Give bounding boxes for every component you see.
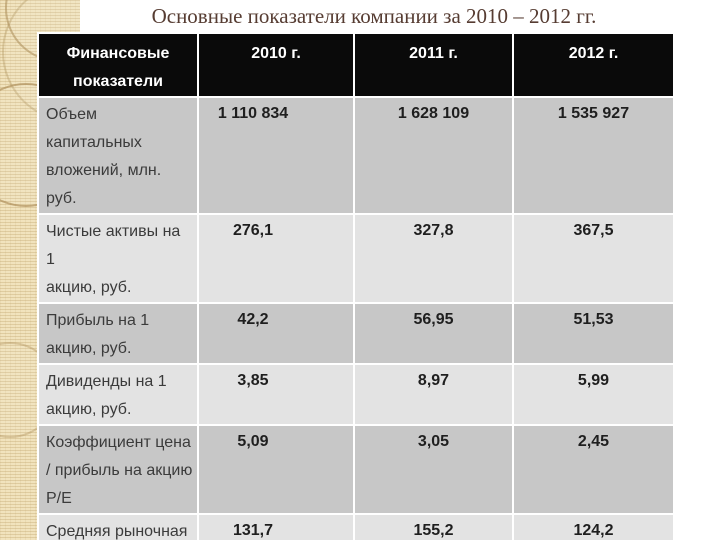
value-cell-2012: 2,45 bbox=[512, 424, 675, 515]
table-row: Средняя рыночная капитализация, млрд. до… bbox=[37, 513, 675, 540]
indicators-table: Финансовые показатели 2010 г. 2011 г. 20… bbox=[37, 32, 675, 540]
value-cell-2010: 3,85 bbox=[197, 363, 355, 426]
row-label: Объем капитальных вложений, млн. руб. bbox=[37, 96, 199, 215]
value-cell-2011: 327,8 bbox=[353, 213, 514, 304]
value-cell-2012: 124,2 bbox=[512, 513, 675, 540]
slide-title: Основные показатели компании за 2010 – 2… bbox=[151, 4, 597, 28]
table-row: Чистые активы на 1 акцию, руб. 276,1 327… bbox=[37, 213, 675, 304]
row-label: Дивиденды на 1 акцию, руб. bbox=[37, 363, 199, 426]
value-cell-2010: 5,09 bbox=[197, 424, 355, 515]
table-row: Объем капитальных вложений, млн. руб. 1 … bbox=[37, 96, 675, 215]
value-cell-2012: 367,5 bbox=[512, 213, 675, 304]
table-header-row: Финансовые показатели 2010 г. 2011 г. 20… bbox=[37, 32, 675, 98]
value-cell-2010: 42,2 bbox=[197, 302, 355, 365]
table-row: Коэффициент цена / прибыль на акцию P/E … bbox=[37, 424, 675, 515]
row-label: Чистые активы на 1 акцию, руб. bbox=[37, 213, 199, 304]
value-cell-2011: 1 628 109 bbox=[353, 96, 514, 215]
value-cell-2010: 131,7 bbox=[197, 513, 355, 540]
column-header-indicators: Финансовые показатели bbox=[37, 32, 199, 98]
value-cell-2010: 276,1 bbox=[197, 213, 355, 304]
value-cell-2011: 3,05 bbox=[353, 424, 514, 515]
value-cell-2012: 5,99 bbox=[512, 363, 675, 426]
value-cell-2012: 51,53 bbox=[512, 302, 675, 365]
column-header-2011: 2011 г. bbox=[353, 32, 514, 98]
column-header-2010: 2010 г. bbox=[197, 32, 355, 98]
row-label: Прибыль на 1 акцию, руб. bbox=[37, 302, 199, 365]
value-cell-2012: 1 535 927 bbox=[512, 96, 675, 215]
value-cell-2010: 1 110 834 bbox=[197, 96, 355, 215]
value-cell-2011: 155,2 bbox=[353, 513, 514, 540]
row-label: Средняя рыночная капитализация, млрд. до… bbox=[37, 513, 199, 540]
column-header-2012: 2012 г. bbox=[512, 32, 675, 98]
value-cell-2011: 8,97 bbox=[353, 363, 514, 426]
value-cell-2011: 56,95 bbox=[353, 302, 514, 365]
row-label: Коэффициент цена / прибыль на акцию P/E bbox=[37, 424, 199, 515]
table-row: Дивиденды на 1 акцию, руб. 3,85 8,97 5,9… bbox=[37, 363, 675, 426]
table-row: Прибыль на 1 акцию, руб. 42,2 56,95 51,5… bbox=[37, 302, 675, 365]
